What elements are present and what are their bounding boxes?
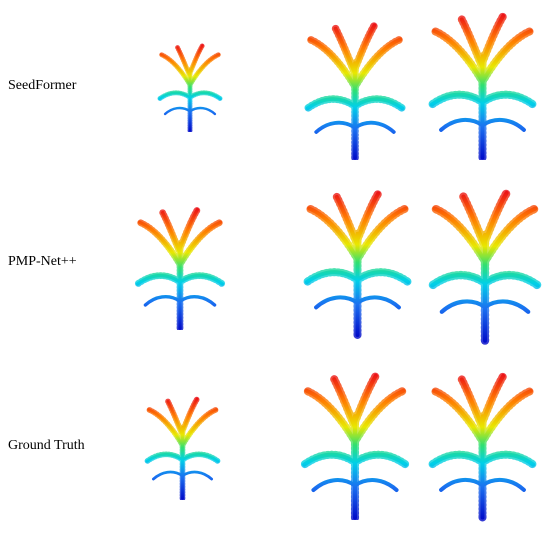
row-label: PMP-Net++ (8, 254, 77, 269)
point-cloud (138, 210, 223, 328)
point-cloud (147, 399, 218, 498)
point-cloud (432, 16, 533, 157)
row-label: SeedFormer (8, 78, 77, 93)
row-label: Ground Truth (8, 438, 85, 453)
point-cloud (160, 45, 221, 130)
point-cloud (307, 194, 408, 335)
point-cloud (432, 376, 533, 517)
point-cloud (432, 193, 538, 341)
point-cloud (308, 25, 403, 157)
point-cloud (304, 376, 406, 518)
